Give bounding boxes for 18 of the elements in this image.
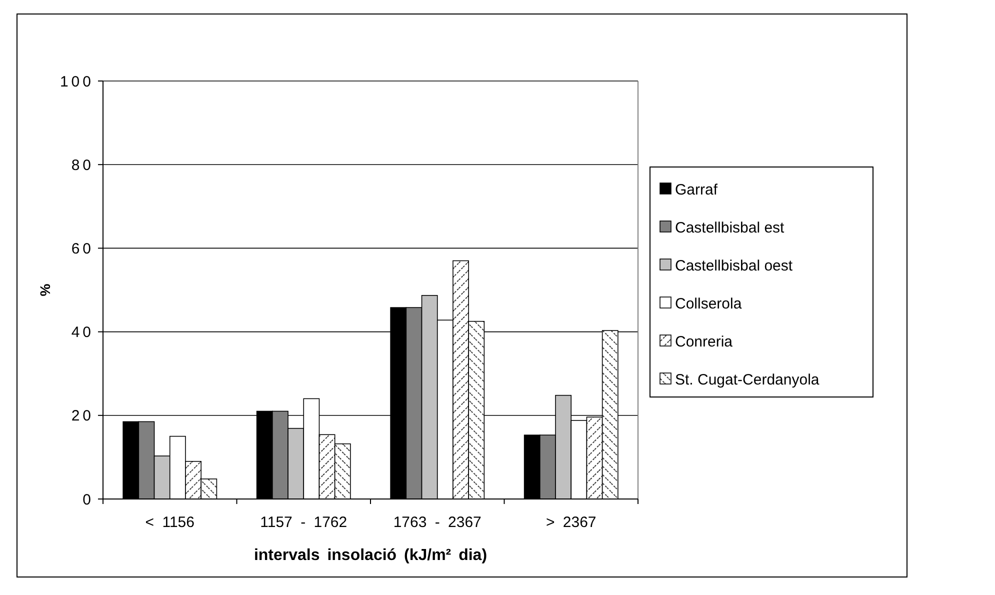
y-tick-label: 100 — [60, 73, 94, 90]
y-tick-label: 60 — [71, 240, 94, 258]
legend-label: Castellbisbal est — [675, 219, 786, 236]
x-tick-label: 1763 - 2367 — [393, 514, 482, 531]
legend-label: Garraf — [675, 181, 718, 198]
y-tick-label: 40 — [71, 324, 94, 342]
legend-label: Conreria — [675, 333, 734, 350]
x-tick-label: 1157 - 1762 — [260, 514, 348, 531]
y-tick-label: 0 — [82, 491, 94, 508]
y-tick-label: 20 — [71, 408, 94, 425]
y-tick-label: 80 — [71, 156, 94, 174]
legend-label: Collserola — [675, 295, 742, 312]
x-axis-title: intervals insolació (kJ/m² dia) — [254, 547, 488, 564]
x-tick-label: < 1156 — [145, 514, 194, 531]
x-tick-label: > 2367 — [546, 514, 596, 531]
legend-label: St. Cugat-Cerdanyola — [675, 371, 820, 388]
legend-label: Castellbisbal oest — [675, 257, 794, 274]
y-axis-title: % — [37, 283, 53, 296]
